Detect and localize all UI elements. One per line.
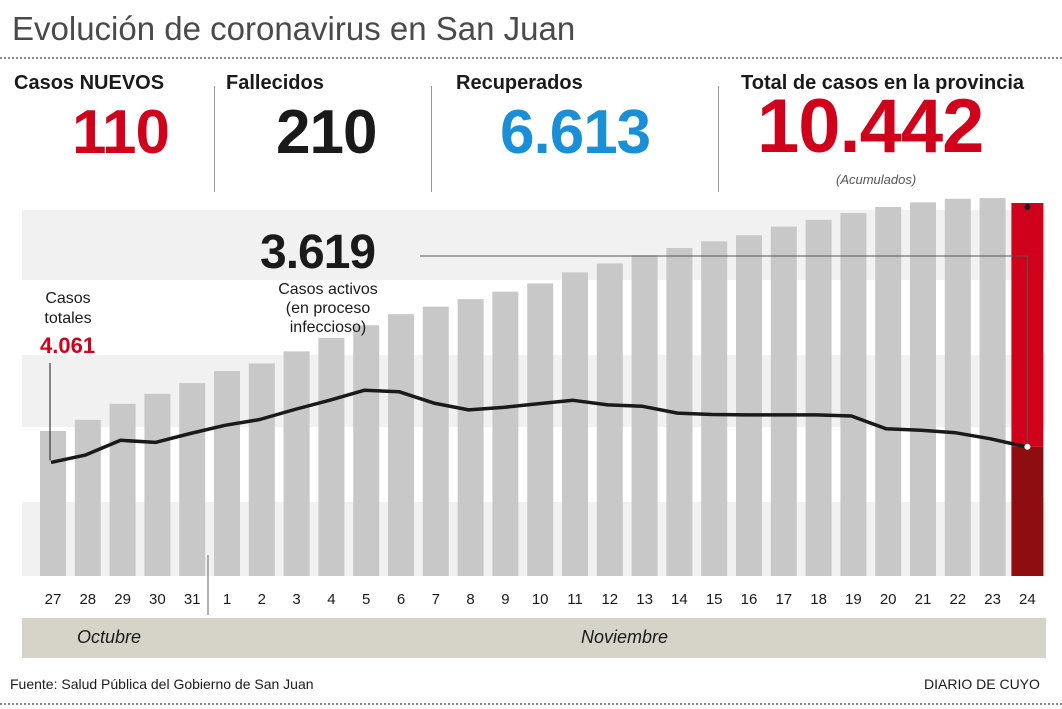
x-tick-label: 4 xyxy=(327,591,335,608)
active-cases-line xyxy=(50,388,1026,465)
stat-deaths: Fallecidos 210 xyxy=(226,72,377,168)
bar xyxy=(214,370,240,576)
x-tick-label: 2 xyxy=(258,591,266,608)
stat-total-value: 10.442 xyxy=(757,84,984,169)
bar xyxy=(840,213,867,576)
bar xyxy=(701,241,728,577)
source-note: Fuente: Salud Pública del Gobierno de Sa… xyxy=(10,676,314,692)
x-tick-label: 17 xyxy=(775,591,792,608)
bar xyxy=(527,283,554,576)
x-tick-label: 10 xyxy=(532,591,549,608)
stat-new-cases: Casos NUEVOS 110 xyxy=(14,72,170,168)
x-tick-label: 21 xyxy=(915,591,932,608)
stat-total-note: (Acumulados) xyxy=(836,172,917,187)
active-leader-line xyxy=(420,255,1028,447)
x-tick-label: 3 xyxy=(292,591,300,608)
totales-label: Casos totales xyxy=(44,290,91,327)
bar xyxy=(109,403,136,576)
bar xyxy=(562,272,588,576)
x-tick-label: 11 xyxy=(567,591,583,608)
bar xyxy=(805,219,832,577)
stat-deaths-label: Fallecidos xyxy=(226,72,324,94)
page-title: Evolución de coronavirus en San Juan xyxy=(12,10,576,47)
bar xyxy=(40,430,66,576)
bar xyxy=(596,263,623,576)
x-tick-label: 23 xyxy=(984,591,1001,608)
month-label-november: Noviembre xyxy=(581,627,669,647)
bar xyxy=(875,207,902,576)
stat-new-cases-value: 110 xyxy=(72,98,170,167)
stat-separator xyxy=(214,86,215,192)
stat-deaths-value: 210 xyxy=(276,98,377,167)
bar xyxy=(492,291,519,576)
stat-separator xyxy=(431,86,432,192)
active-marker-dot xyxy=(1024,443,1031,450)
active-cases-value: 3.619 xyxy=(260,226,375,279)
bar xyxy=(248,363,275,576)
x-tick-label: 1 xyxy=(223,591,231,608)
stat-recovered-label: Recuperados xyxy=(456,72,583,94)
x-tick-label: 16 xyxy=(741,591,758,608)
stat-new-cases-label: Casos NUEVOS xyxy=(14,72,165,94)
bar xyxy=(144,393,171,576)
x-tick-label: 15 xyxy=(706,591,723,608)
x-tick-label: 31 xyxy=(184,591,201,608)
bar xyxy=(422,306,449,576)
x-tick-label: 7 xyxy=(432,591,440,608)
x-tick-label: 27 xyxy=(45,591,62,608)
stat-total: Total de casos en la provincia 10.442 xyxy=(741,72,1024,165)
x-tick-label: 6 xyxy=(397,591,405,608)
bar xyxy=(388,314,414,576)
x-tick-label: 29 xyxy=(114,591,131,608)
bar xyxy=(74,419,101,576)
active-cases-label: Casos activos (en proceso infeccioso) xyxy=(278,281,378,336)
x-tick-label: 5 xyxy=(362,591,370,608)
stat-recovered: Recuperados 6.613 xyxy=(456,72,651,168)
x-tick-label: 12 xyxy=(601,591,618,608)
bar xyxy=(631,255,658,576)
bar xyxy=(910,202,936,576)
x-tick-label: 28 xyxy=(79,591,96,608)
total-marker-dot xyxy=(1024,204,1031,210)
x-tick-label: 30 xyxy=(149,591,166,608)
x-tick-label: 20 xyxy=(880,591,897,608)
bar xyxy=(944,198,971,576)
totales-value: 4.061 xyxy=(40,333,95,358)
month-label-october: Octubre xyxy=(77,627,142,647)
bar xyxy=(736,235,762,576)
x-tick-label: 19 xyxy=(845,591,862,608)
chart: 27 28 29 30 31 1 2 3 4 5 6 7 8 9 10 11 12 13 14 15 16 17 18 19 2… xyxy=(22,198,1046,615)
x-tick-label: 9 xyxy=(501,591,509,608)
publisher-credit: DIARIO DE CUYO xyxy=(924,676,1040,692)
bar xyxy=(770,226,797,576)
bar xyxy=(179,383,206,576)
x-tick-label: 13 xyxy=(636,591,653,608)
x-tick-label: 24 xyxy=(1019,591,1036,608)
x-tick-label: 18 xyxy=(810,591,827,608)
bar xyxy=(283,351,310,576)
bar xyxy=(457,299,484,576)
x-tick-label: 14 xyxy=(671,591,688,608)
title-divider xyxy=(0,57,1062,59)
stat-recovered-value: 6.613 xyxy=(500,98,651,167)
bar-highlight-active xyxy=(1011,446,1044,576)
month-band xyxy=(22,618,1046,658)
x-tick-label: 8 xyxy=(466,591,474,608)
x-tick-label: 22 xyxy=(949,591,966,608)
bar xyxy=(318,337,345,576)
stat-total-label: Total de casos en la provincia xyxy=(741,72,1025,94)
bar xyxy=(353,325,380,576)
bar xyxy=(979,198,1006,576)
stat-separator xyxy=(718,86,719,192)
footer-divider xyxy=(0,703,1062,705)
